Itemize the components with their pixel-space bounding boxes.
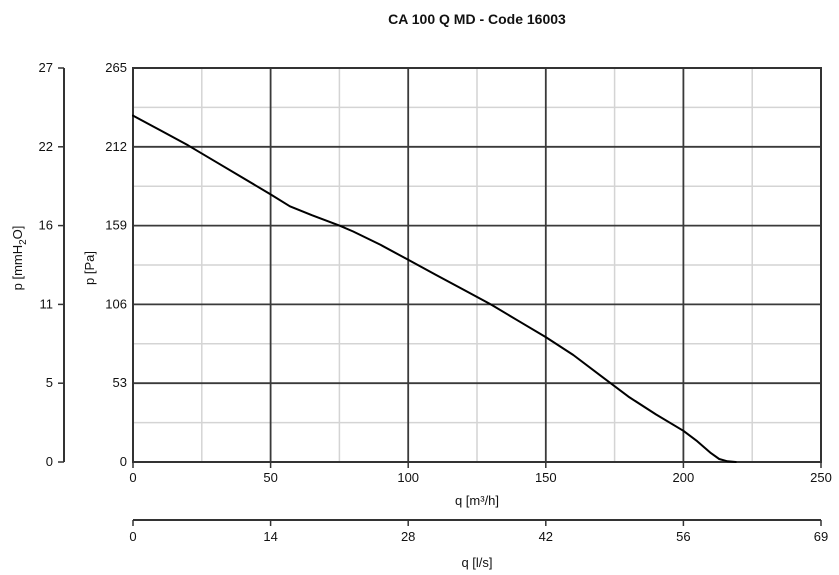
y-tick-label: 212: [105, 139, 127, 154]
x2-tick-label: 28: [401, 529, 415, 544]
primary-x-ticks: 0 50 100 150 200 250: [129, 462, 832, 485]
secondary-y-label-suffix: O]: [10, 226, 25, 240]
secondary-y-ticks: 0 5 11 16 22 27: [39, 60, 64, 469]
x2-tick-label: 56: [676, 529, 690, 544]
secondary-y-label-prefix: p [mmH: [10, 245, 25, 291]
y2-tick-label: 11: [40, 296, 54, 311]
series-layer: [132, 114, 737, 463]
y2-tick-label: 5: [46, 375, 53, 390]
x-tick-label: 250: [810, 470, 832, 485]
x-axis-label: q [m³/h]: [455, 493, 499, 508]
x-tick-label: 200: [673, 470, 695, 485]
y-tick-label: 53: [113, 375, 127, 390]
secondary-x-axis-label: q [l/s]: [461, 555, 492, 570]
x-tick-label: 150: [535, 470, 557, 485]
major-gridlines: [133, 68, 821, 462]
minor-gridlines: [133, 68, 821, 462]
secondary-y-label-sub: 2: [18, 239, 29, 245]
secondary-y-axis-label: p [mmH2O]: [10, 226, 29, 291]
primary-y-ticks: 0 53 106 159 212 265: [105, 60, 127, 469]
x2-tick-label: 69: [814, 529, 828, 544]
x-tick-label: 50: [263, 470, 277, 485]
y2-tick-label: 16: [39, 218, 53, 233]
plot-area: [132, 67, 822, 463]
secondary-x-ticks: 0 14 28 42 56 69: [129, 520, 828, 544]
chart-title: CA 100 Q MD - Code 16003: [388, 11, 566, 27]
x-tick-label: 0: [129, 470, 136, 485]
x2-tick-label: 0: [129, 529, 136, 544]
series-line-0: [132, 114, 737, 463]
y-axis-label: p [Pa]: [82, 251, 97, 285]
y-tick-label: 159: [105, 218, 127, 233]
y-tick-label: 106: [105, 296, 127, 311]
x2-tick-label: 14: [263, 529, 277, 544]
y-tick-label: 0: [120, 454, 127, 469]
y2-tick-label: 0: [46, 454, 53, 469]
x-tick-label: 100: [397, 470, 419, 485]
y2-tick-label: 22: [39, 139, 53, 154]
y-tick-label: 265: [105, 60, 127, 75]
x2-tick-label: 42: [539, 529, 553, 544]
y2-tick-label: 27: [39, 60, 53, 75]
